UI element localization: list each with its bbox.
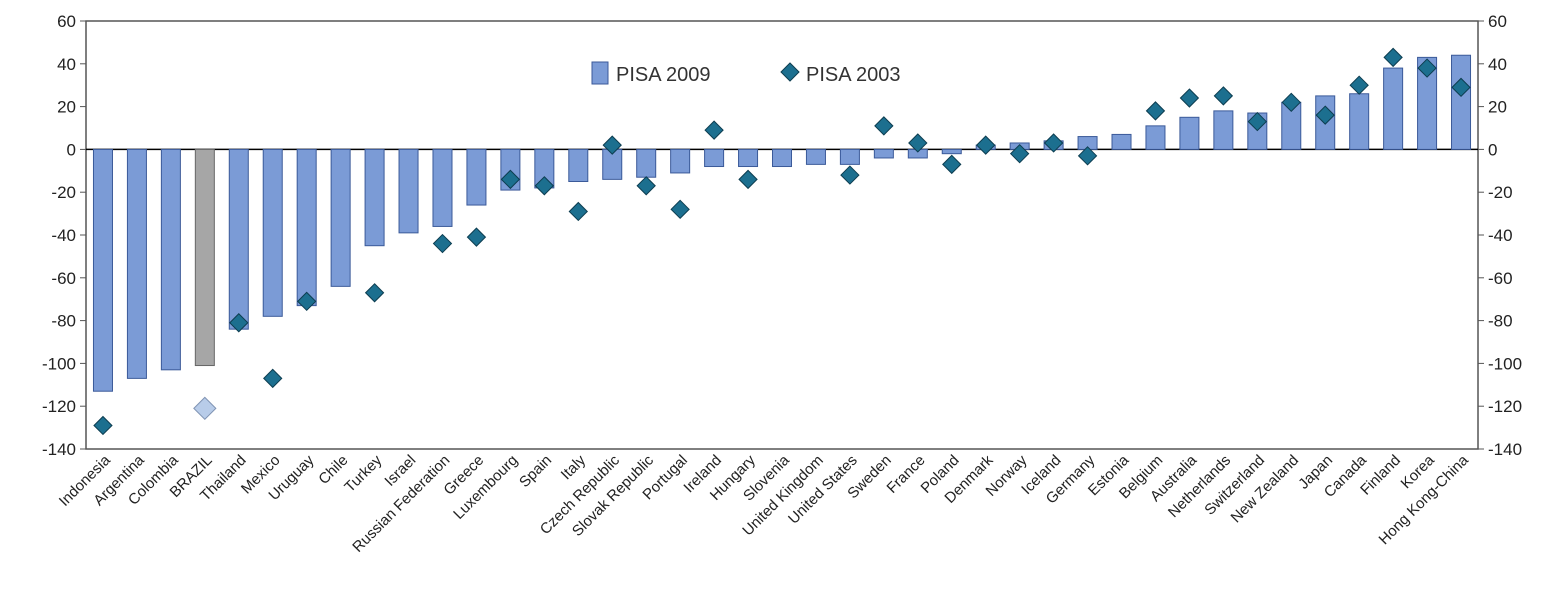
legend-swatch-pisa-2003 [780, 62, 800, 82]
y-tick-label-right: -40 [1488, 226, 1513, 245]
x-tick-label-spain: Spain [516, 452, 555, 491]
legend-label-pisa-2003: PISA 2003 [806, 64, 901, 86]
bar-chile [330, 148, 351, 287]
marker-belgium [1145, 101, 1166, 121]
y-tick-label-right: 20 [1488, 98, 1507, 117]
marker-greece [466, 227, 487, 247]
y-tick-label-left: -120 [42, 397, 76, 416]
marker-norway [1009, 143, 1030, 164]
marker-poland [942, 154, 962, 175]
marker-hungary [738, 169, 758, 190]
y-tick-label-left: -20 [51, 183, 76, 202]
bar-united-states [839, 148, 860, 165]
y-tick-label-right: -100 [1488, 354, 1522, 373]
marker-uruguay [296, 291, 317, 312]
bar-indonesia [92, 148, 113, 392]
marker-hong-kong-china [1451, 77, 1471, 98]
legend-swatch-pisa-2009 [591, 61, 609, 85]
marker-russian-federation [432, 233, 453, 254]
marker-switzerland [1247, 111, 1268, 132]
marker-japan [1315, 105, 1335, 125]
marker-iceland [1043, 133, 1064, 153]
bar-colombia [160, 148, 181, 371]
marker-korea [1417, 58, 1437, 78]
y-tick-label-left: 60 [57, 12, 76, 31]
bar-slovak-republic [636, 148, 657, 178]
marker-thailand [229, 313, 249, 333]
marker-ireland [704, 120, 724, 140]
marker-turkey [364, 283, 385, 303]
bar-turkey [364, 148, 385, 247]
y-tick-label-left: -100 [42, 354, 76, 373]
bar-australia [1179, 116, 1200, 150]
y-tick-label-right: -140 [1488, 440, 1522, 459]
marker-united-states [840, 165, 860, 185]
y-tick-label-left: -80 [51, 312, 76, 331]
y-tick-label-left: 20 [57, 98, 76, 117]
marker-mexico [263, 368, 283, 389]
y-tick-label-right: -20 [1488, 183, 1513, 202]
y-tick-label-left: -60 [51, 269, 76, 288]
legend-label-pisa-2009: PISA 2009 [616, 64, 711, 86]
bar-mexico [262, 148, 283, 317]
y-tick-label-right: 60 [1488, 12, 1507, 31]
bar-hungary [738, 148, 759, 168]
bar-poland [941, 148, 962, 155]
bar-portugal [670, 148, 691, 174]
bar-greece [466, 148, 487, 206]
y-tick-label-right: 0 [1488, 140, 1497, 159]
marker-indonesia [93, 415, 113, 436]
bar-united-kingdom [805, 148, 826, 165]
bar-argentina [126, 148, 147, 379]
bar-finland [1383, 67, 1404, 150]
marker-new-zealand [1281, 92, 1301, 113]
x-tick-label-turkey: Turkey [341, 451, 385, 495]
marker-italy [568, 201, 589, 222]
y-tick-label-right: -60 [1488, 269, 1513, 288]
marker-czech-republic [602, 135, 622, 155]
marker-luxembourg [500, 169, 521, 190]
y-tick-label-left: -40 [51, 226, 76, 245]
y-tick-label-right: -80 [1488, 312, 1513, 331]
marker-canada [1349, 75, 1369, 95]
marker-slovak-republic [636, 176, 656, 196]
bar-thailand [228, 148, 249, 330]
bar-belgium [1145, 125, 1166, 150]
bar-brazil [194, 148, 215, 367]
bar-hong-kong-china [1451, 54, 1472, 150]
bar-canada [1349, 93, 1370, 150]
marker-germany [1077, 146, 1098, 166]
marker-sweden [874, 116, 894, 136]
marker-france [908, 133, 928, 153]
bar-netherlands [1213, 110, 1234, 150]
bar-estonia [1111, 133, 1132, 150]
marker-australia [1179, 88, 1200, 108]
y-tick-label-left: -140 [42, 440, 76, 459]
legend: PISA 2009 PISA 2003 [580, 52, 940, 92]
bar-italy [568, 148, 589, 182]
legend-background [580, 52, 940, 92]
bar-ireland [704, 148, 725, 168]
bar-slovenia [771, 148, 793, 168]
y-tick-label-left: 40 [57, 55, 76, 74]
y-tick-label-right: 40 [1488, 55, 1507, 74]
bar-korea [1417, 56, 1438, 150]
marker-netherlands [1213, 86, 1234, 106]
bar-russian-federation [432, 148, 453, 227]
y-tick-label-left: 0 [67, 140, 76, 159]
y-tick-label-right: -120 [1488, 397, 1522, 416]
marker-spain [534, 176, 555, 196]
marker-portugal [670, 199, 690, 220]
bar-israel [398, 148, 419, 234]
bar-uruguay [296, 148, 317, 307]
marker-denmark [975, 135, 996, 155]
bar-sweden [873, 148, 894, 159]
marker-finland [1383, 47, 1403, 68]
marker-brazil [193, 396, 217, 421]
